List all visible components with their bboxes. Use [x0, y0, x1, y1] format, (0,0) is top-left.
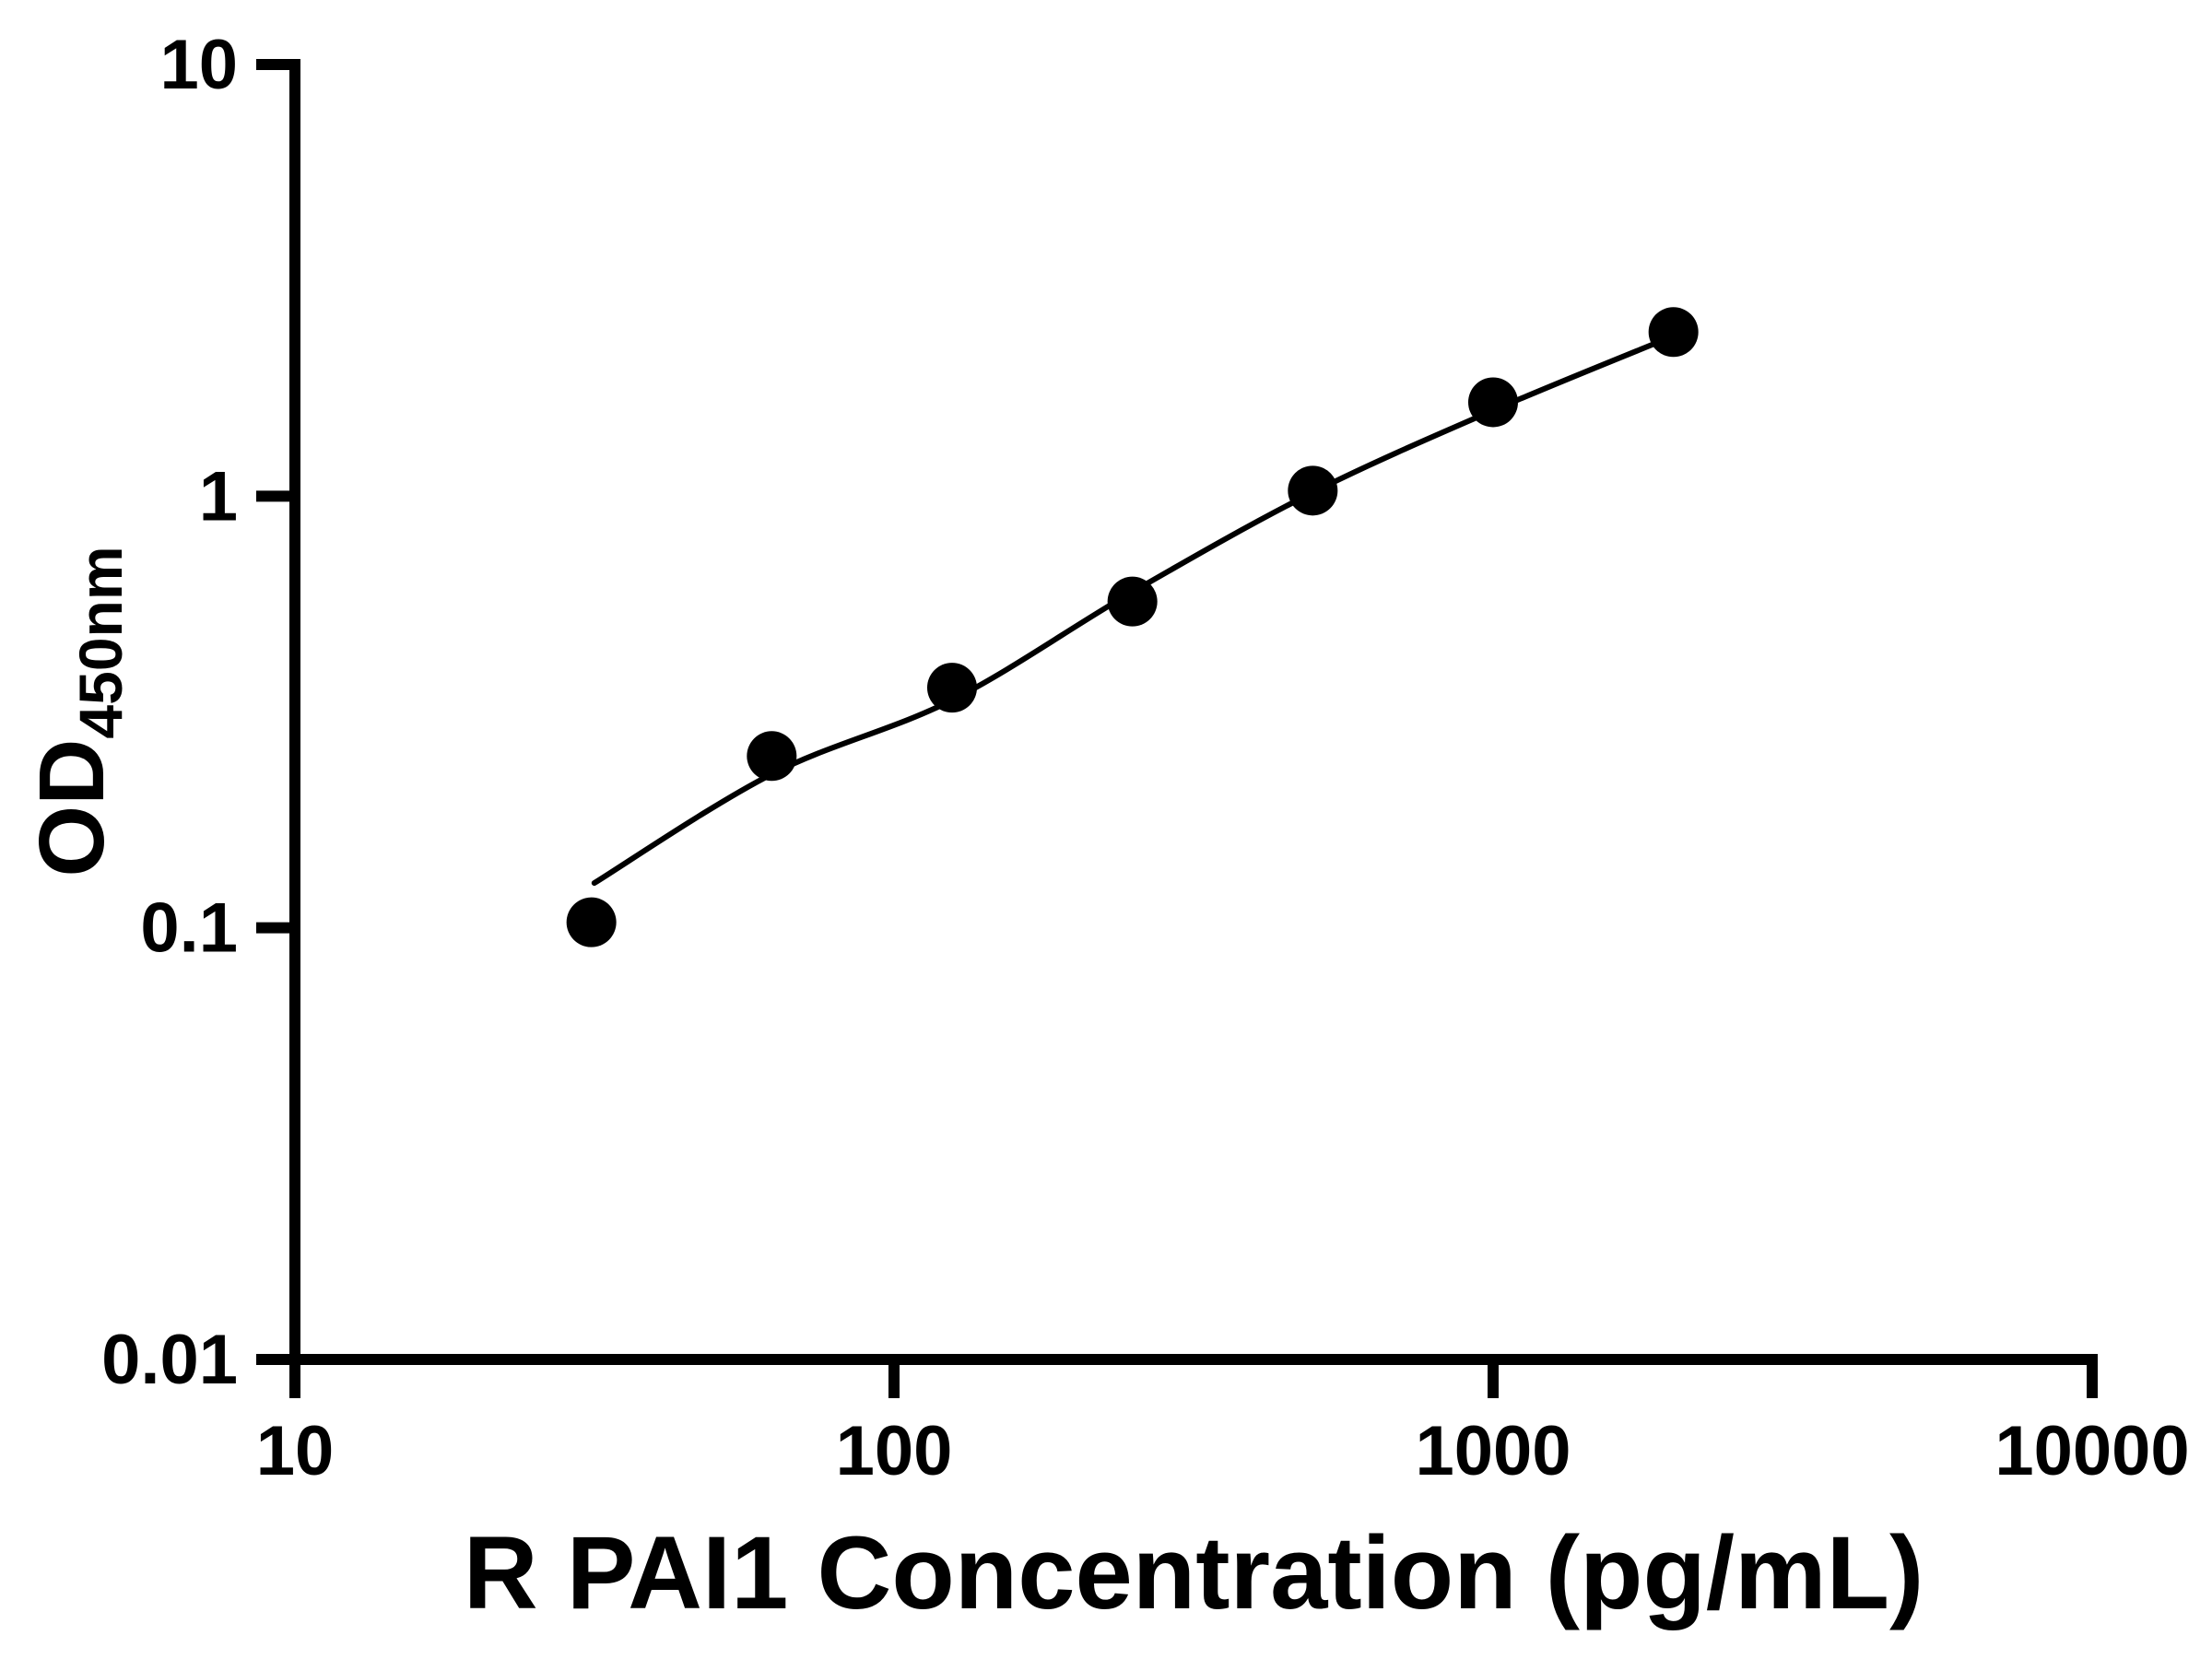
- x-tick-label: 10000: [1994, 1412, 2189, 1490]
- y-axis-title: OD450nm: [20, 546, 135, 877]
- y-axis-title-main: OD: [20, 739, 124, 877]
- data-point: [1648, 307, 1699, 358]
- axis-lines: [289, 59, 2098, 1365]
- data-point: [926, 663, 977, 713]
- y-tick-label: 10: [159, 26, 238, 104]
- x-axis-title: R PAI1 Concentration (pg/mL): [464, 1515, 1924, 1630]
- y-axis-title-sub: 450nm: [66, 546, 135, 738]
- x-tick-label: 10: [256, 1412, 335, 1490]
- x-tick-label: 100: [836, 1412, 953, 1490]
- y-tick-label: 0.01: [101, 1321, 238, 1399]
- data-point: [1288, 465, 1338, 516]
- x-tick-label: 1000: [1415, 1412, 1571, 1490]
- data-point: [1107, 576, 1158, 627]
- plot-area: 10 100 1000 10000 0.01 0.1 1 10: [101, 26, 2190, 1490]
- data-point: [1468, 377, 1518, 428]
- data-point: [747, 731, 797, 782]
- data-point: [566, 897, 617, 947]
- y-tick-label: 0.1: [140, 889, 238, 968]
- y-tick-label: 1: [199, 457, 238, 535]
